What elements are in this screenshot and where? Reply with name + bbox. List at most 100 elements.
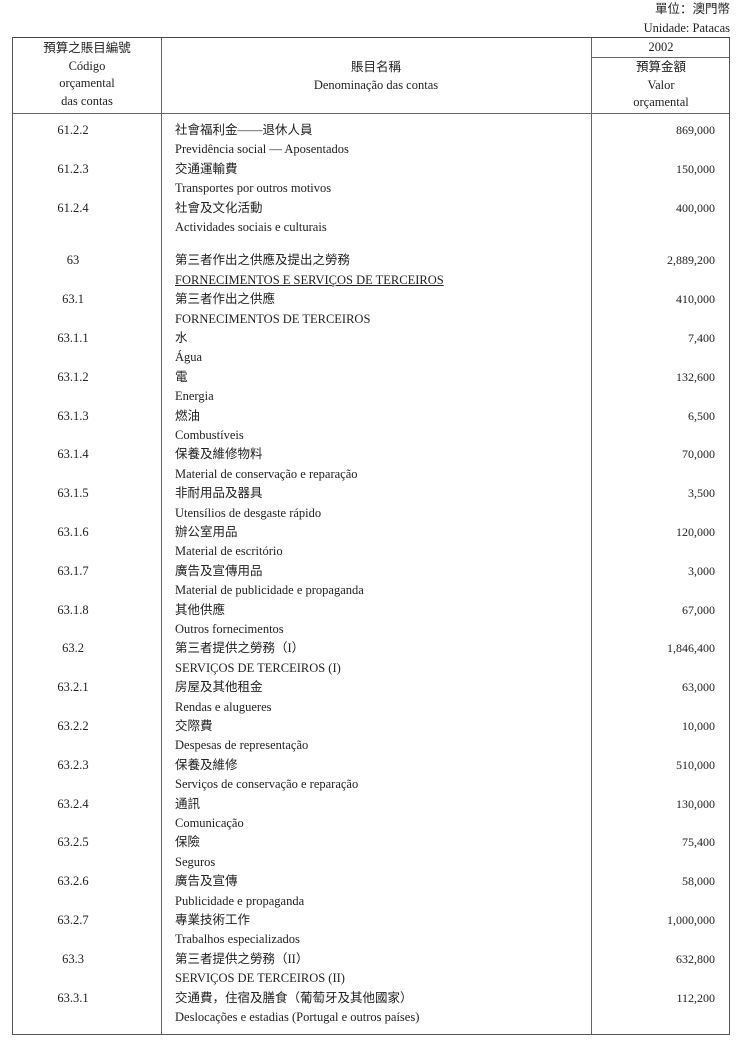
header-text: orçamental xyxy=(59,76,115,90)
account-name-zh: 保養及維修物料 xyxy=(175,447,263,462)
header-text: 預算之賬目編號 xyxy=(43,41,131,55)
account-code: 63.2.7 xyxy=(57,912,89,927)
account-name-zh: 非耐用品及器具 xyxy=(175,486,263,501)
budget-amount: 75,400 xyxy=(682,835,715,850)
budget-amount: 7,400 xyxy=(688,330,715,345)
header-text: Código xyxy=(68,58,106,73)
year-divider xyxy=(591,57,729,58)
table-row: 63.1.1 水 Água 7,400 xyxy=(13,329,729,368)
account-name-zh: 社會及文化活動 xyxy=(175,200,263,215)
account-code: 63.1.7 xyxy=(57,563,89,578)
unit-label-zh: 單位：澳門幣 xyxy=(654,2,730,16)
budget-amount: 3,000 xyxy=(688,563,715,578)
table-row: 63 第三者作出之供應及提出之勞務 FORNECIMENTOS E SERVIÇOS… xyxy=(13,251,729,290)
table-row: 63.2.6 廣告及宣傳 Publicidade e propaganda 58,00… xyxy=(13,872,729,911)
table-row: 61.2.4 社會及文化活動 Actividades sociais e cultu… xyxy=(13,199,729,238)
account-code: 63.2 xyxy=(62,641,84,656)
account-name-zh: 第三者作出之供應及提出之勞務 xyxy=(175,253,351,268)
account-name: 第三者作出之供應 FORNECIMENTOS DE TERCEIROS xyxy=(175,290,370,329)
budget-amount: 1,846,400 xyxy=(667,641,715,656)
budget-table: 預算之賬目編號 Código orçamental das contas 賬目名… xyxy=(12,37,730,1035)
budget-amount: 112,200 xyxy=(676,990,715,1005)
header-text: orçamental xyxy=(633,95,689,109)
account-name: 水 Água xyxy=(175,329,202,368)
account-name: 廣告及宣傳 Publicidade e propaganda xyxy=(175,872,304,911)
account-name: 保養及維修 Serviços de conservação e reparação xyxy=(175,756,358,795)
column-divider xyxy=(161,38,162,1034)
table-row: 63.1.7 廣告及宣傳用品 Material de publicidade e p… xyxy=(13,562,729,601)
header-text: Denominação das contas xyxy=(313,77,439,92)
account-name-zh: 通訊 xyxy=(175,796,201,811)
account-name-pt: Despesas de representação xyxy=(175,738,309,753)
budget-amount: 400,000 xyxy=(676,200,715,215)
table-row: 63.2 第三者提供之勞務（I） SERVIÇOS DE TERCEIROS (I)… xyxy=(13,639,729,678)
budget-amount: 2,889,200 xyxy=(667,253,715,268)
account-name-zh: 第三者提供之勞務（II） xyxy=(175,951,309,966)
account-name-zh: 交通運輸費 xyxy=(175,161,238,176)
account-code: 61.2.4 xyxy=(57,200,89,215)
account-name: 房屋及其他租金 Rendas e alugueres xyxy=(175,678,272,717)
account-code: 63.1.8 xyxy=(57,602,89,617)
account-name: 社會及文化活動 Actividades sociais e culturais xyxy=(175,199,327,238)
account-name-zh: 廣告及宣傳 xyxy=(175,874,238,889)
account-name: 第三者提供之勞務（I） SERVIÇOS DE TERCEIROS (I) xyxy=(175,639,341,678)
account-code: 63.3 xyxy=(62,951,84,966)
account-code: 63.2.4 xyxy=(57,796,89,811)
account-name: 通訊 Comunicação xyxy=(175,795,244,834)
budget-amount: 6,500 xyxy=(688,408,715,423)
account-code: 63.1.3 xyxy=(57,408,89,423)
account-code: 63.3.1 xyxy=(57,990,89,1005)
account-name-zh: 保險 xyxy=(175,835,201,850)
table-row: 63.1.3 燃油 Combustíveis 6,500 xyxy=(13,407,729,446)
account-name-pt: Material de escritório xyxy=(175,544,283,559)
budget-amount: 10,000 xyxy=(682,718,715,733)
budget-amount: 632,800 xyxy=(676,951,715,966)
table-row: 61.2.2 社會福利金——退休人員 Previdência social — Ap… xyxy=(13,121,729,160)
header-text: Valor xyxy=(647,77,675,92)
table-row: 63.2.2 交際費 Despesas de representação 10,000 xyxy=(13,717,729,756)
account-name-pt: Publicidade e propaganda xyxy=(175,893,305,908)
account-name: 非耐用品及器具 Utensílios de desgaste rápido xyxy=(175,484,321,523)
account-name-zh: 交通費，住宿及膳食（葡萄牙及其他國家） xyxy=(175,990,413,1005)
account-code: 63.2.1 xyxy=(57,680,89,695)
account-code: 61.2.3 xyxy=(57,161,89,176)
table-row: 63.2.5 保險 Seguros 75,400 xyxy=(13,833,729,872)
table-row: 63.3 第三者提供之勞務（II） SERVIÇOS DE TERCEIROS (I… xyxy=(13,950,729,989)
account-name-zh: 辦公室用品 xyxy=(175,524,238,539)
account-name-zh: 交際費 xyxy=(175,718,213,733)
account-name-zh: 廣告及宣傳用品 xyxy=(175,563,263,578)
account-name: 保養及維修物料 Material de conservação e reparaç… xyxy=(175,445,358,484)
table-row: 63.2.3 保養及維修 Serviços de conservação e rep… xyxy=(13,756,729,795)
table-row: 63.2.1 房屋及其他租金 Rendas e alugueres 63,000 xyxy=(13,678,729,717)
unit-label-pt: Unidade: Patacas xyxy=(643,21,730,35)
account-name: 交際費 Despesas de representação xyxy=(175,717,308,756)
account-name-pt: Outros fornecimentos xyxy=(175,621,284,636)
budget-amount: 869,000 xyxy=(676,123,715,137)
account-name: 廣告及宣傳用品 Material de publicidade e propaga… xyxy=(175,562,364,601)
table-row: 63.1.2 電 Energia 132,600 xyxy=(13,368,729,407)
header-name: 賬目名稱 Denominação das contas xyxy=(161,59,591,94)
account-name-pt: Actividades sociais e culturais xyxy=(175,220,327,234)
table-row: 63.1 第三者作出之供應 FORNECIMENTOS DE TERCEIROS 41… xyxy=(13,290,729,329)
account-code: 63.2.6 xyxy=(57,874,89,889)
account-name-pt: Transportes por outros motivos xyxy=(175,181,332,196)
account-name-zh: 其他供應 xyxy=(175,602,226,617)
budget-amount: 67,000 xyxy=(682,602,715,617)
account-code: 63.1.1 xyxy=(57,330,89,345)
account-name-pt: FORNECIMENTOS DE TERCEIROS xyxy=(175,311,371,326)
account-code: 63.1.2 xyxy=(57,369,89,384)
account-name-pt: Deslocações e estadias (Portugal e outro… xyxy=(175,1009,420,1024)
account-name-zh: 燃油 xyxy=(175,408,201,423)
table-row: 63.2.7 專業技術工作 Trabalhos especializados 1,00… xyxy=(13,911,729,950)
budget-amount: 63,000 xyxy=(682,680,715,695)
header-text: 賬目名稱 xyxy=(350,60,401,74)
budget-amount: 1,000,000 xyxy=(667,912,715,927)
account-name-pt: SERVIÇOS DE TERCEIROS (I) xyxy=(175,660,341,675)
header-year: 2002 xyxy=(648,40,674,54)
account-name-zh: 保養及維修 xyxy=(175,757,238,772)
budget-amount: 150,000 xyxy=(676,161,715,176)
account-name-pt: Previdência social — Aposentados xyxy=(175,142,349,157)
account-code: 63.1.6 xyxy=(57,524,89,539)
account-name: 燃油 Combustíveis xyxy=(175,407,244,446)
table-row: 61.2.3 交通運輸費 Transportes por outros motivo… xyxy=(13,160,729,199)
